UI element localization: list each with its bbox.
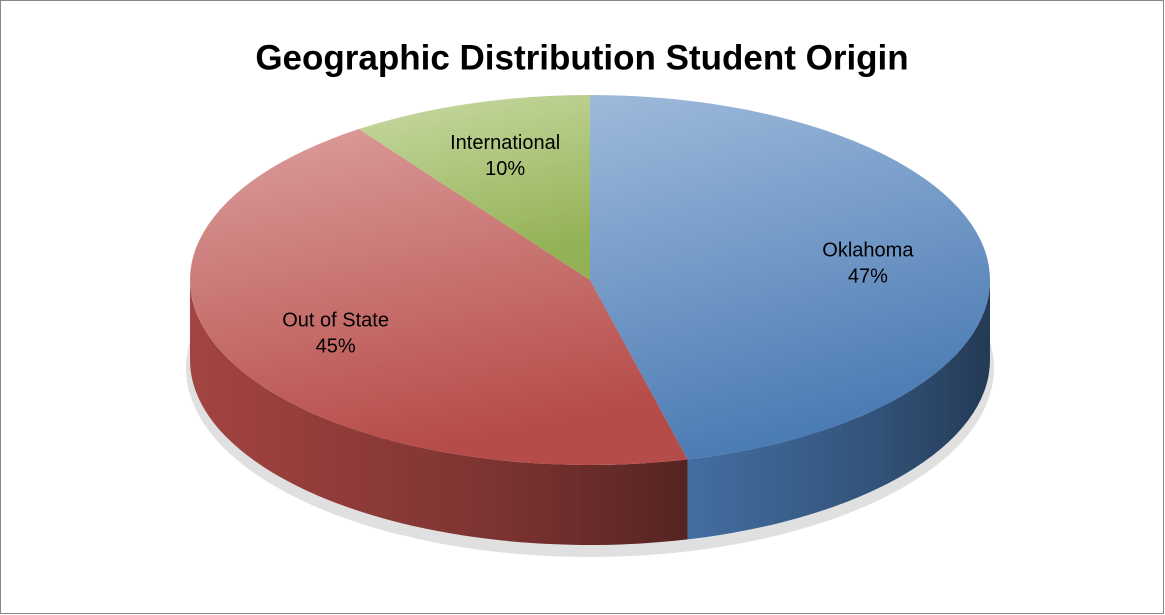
pie-slice xyxy=(590,95,990,460)
pie-slice xyxy=(358,95,590,280)
slice-label: International xyxy=(450,132,560,154)
chart-title: Geographic Distribution Student Origin xyxy=(255,38,908,77)
slice-label: Oklahoma xyxy=(822,239,914,261)
pie-slice-side xyxy=(687,280,990,540)
pie-slice-side xyxy=(190,280,688,545)
slice-value-label: 10% xyxy=(485,158,525,180)
slice-value-label: 45% xyxy=(316,335,356,357)
slice-value-label: 47% xyxy=(848,265,888,287)
pie-slice xyxy=(190,129,688,465)
slice-label: Out of State xyxy=(282,309,389,331)
